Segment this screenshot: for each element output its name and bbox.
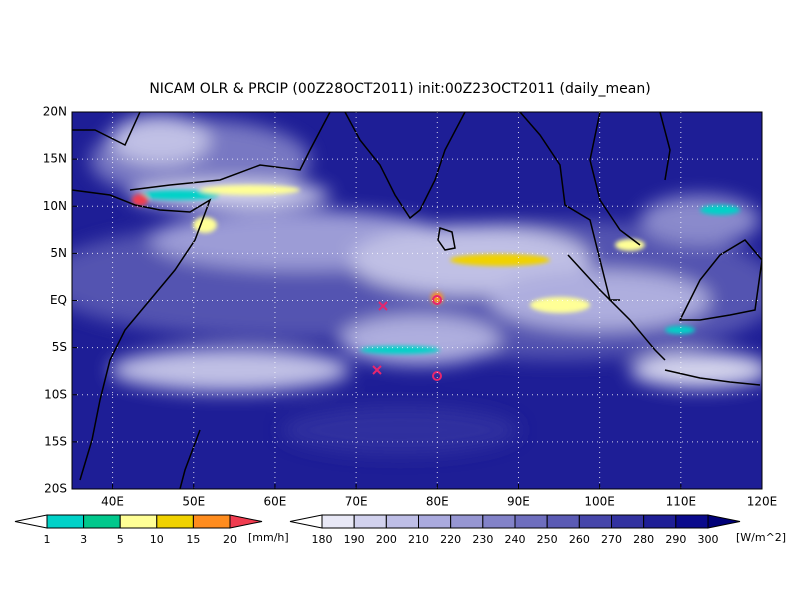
y-tick-label: 10N xyxy=(43,199,67,213)
colorbar-box xyxy=(83,514,121,529)
map-title: NICAM OLR & PRCIP (00Z28OCT2011) init:00… xyxy=(149,81,650,97)
grid xyxy=(72,112,762,489)
y-tick-label: EQ xyxy=(50,293,67,307)
colorbar-box xyxy=(385,514,420,529)
colorbar-box xyxy=(514,514,548,529)
colorbar-label: 290 xyxy=(665,533,686,546)
colorbar-box xyxy=(119,514,158,529)
colorbar-under xyxy=(14,514,48,529)
colorbar-label: 300 xyxy=(698,533,719,546)
colorbar-label: 260 xyxy=(569,533,590,546)
y-tick-label: 15S xyxy=(44,434,67,448)
x-tick-label: 110E xyxy=(666,495,697,509)
x-tick-label: 80E xyxy=(426,495,449,509)
x-tick-label: 90E xyxy=(507,495,530,509)
x-tick-label: 50E xyxy=(182,495,205,509)
colorbar-label: 240 xyxy=(505,533,526,546)
x-tick-label: 60E xyxy=(264,495,287,509)
colorbar-label: 180 xyxy=(312,533,333,546)
colorbar-box xyxy=(418,514,452,529)
colorbar-label: 200 xyxy=(376,533,397,546)
colorbar-label: 250 xyxy=(537,533,558,546)
colorbar-box xyxy=(546,514,580,529)
colorbar-label: 1 xyxy=(44,533,51,546)
colorbar-unit: [mm/h] xyxy=(248,531,289,544)
olr-field xyxy=(72,112,762,489)
colorbar-over xyxy=(229,514,263,529)
colorbar-box xyxy=(578,514,612,529)
colorbar-label: 280 xyxy=(633,533,654,546)
colorbar-over xyxy=(707,514,741,529)
colorbar-label: 270 xyxy=(601,533,622,546)
colorbar-label: 220 xyxy=(440,533,461,546)
colorbar-label: 20 xyxy=(223,533,237,546)
colorbar-under xyxy=(289,514,323,529)
y-tick-label: 20N xyxy=(43,105,67,119)
colorbar-box xyxy=(353,514,387,529)
colorbar-unit: [W/m^2] xyxy=(736,531,786,544)
x-tick-label: 70E xyxy=(345,495,368,509)
colorbar-label: 5 xyxy=(117,533,124,546)
colorbar-box xyxy=(450,514,484,529)
y-tick-label: 5N xyxy=(50,246,67,260)
colorbar-label: 10 xyxy=(150,533,164,546)
colorbar-box xyxy=(643,514,677,529)
colorbar-label: 230 xyxy=(472,533,493,546)
y-tick-label: 10S xyxy=(44,387,67,401)
y-tick-label: 20S xyxy=(44,482,67,496)
colorbar-label: 190 xyxy=(344,533,365,546)
coastlines xyxy=(72,112,762,489)
x-tick-label: 100E xyxy=(584,495,615,509)
colorbar-box xyxy=(321,514,355,529)
colorbar-label: 3 xyxy=(80,533,87,546)
x-tick-label: 120E xyxy=(747,495,778,509)
colorbar-label: 210 xyxy=(408,533,429,546)
colorbar-box xyxy=(675,514,709,529)
colorbar-box xyxy=(482,514,516,529)
colorbar-box xyxy=(611,514,645,529)
colorbar-box xyxy=(46,514,85,529)
colorbar-box xyxy=(192,514,231,529)
x-tick-label: 40E xyxy=(101,495,124,509)
y-tick-label: 15N xyxy=(43,152,67,166)
y-tick-label: 5S xyxy=(52,340,67,354)
colorbar-label: 15 xyxy=(186,533,200,546)
colorbar-box xyxy=(156,514,194,529)
